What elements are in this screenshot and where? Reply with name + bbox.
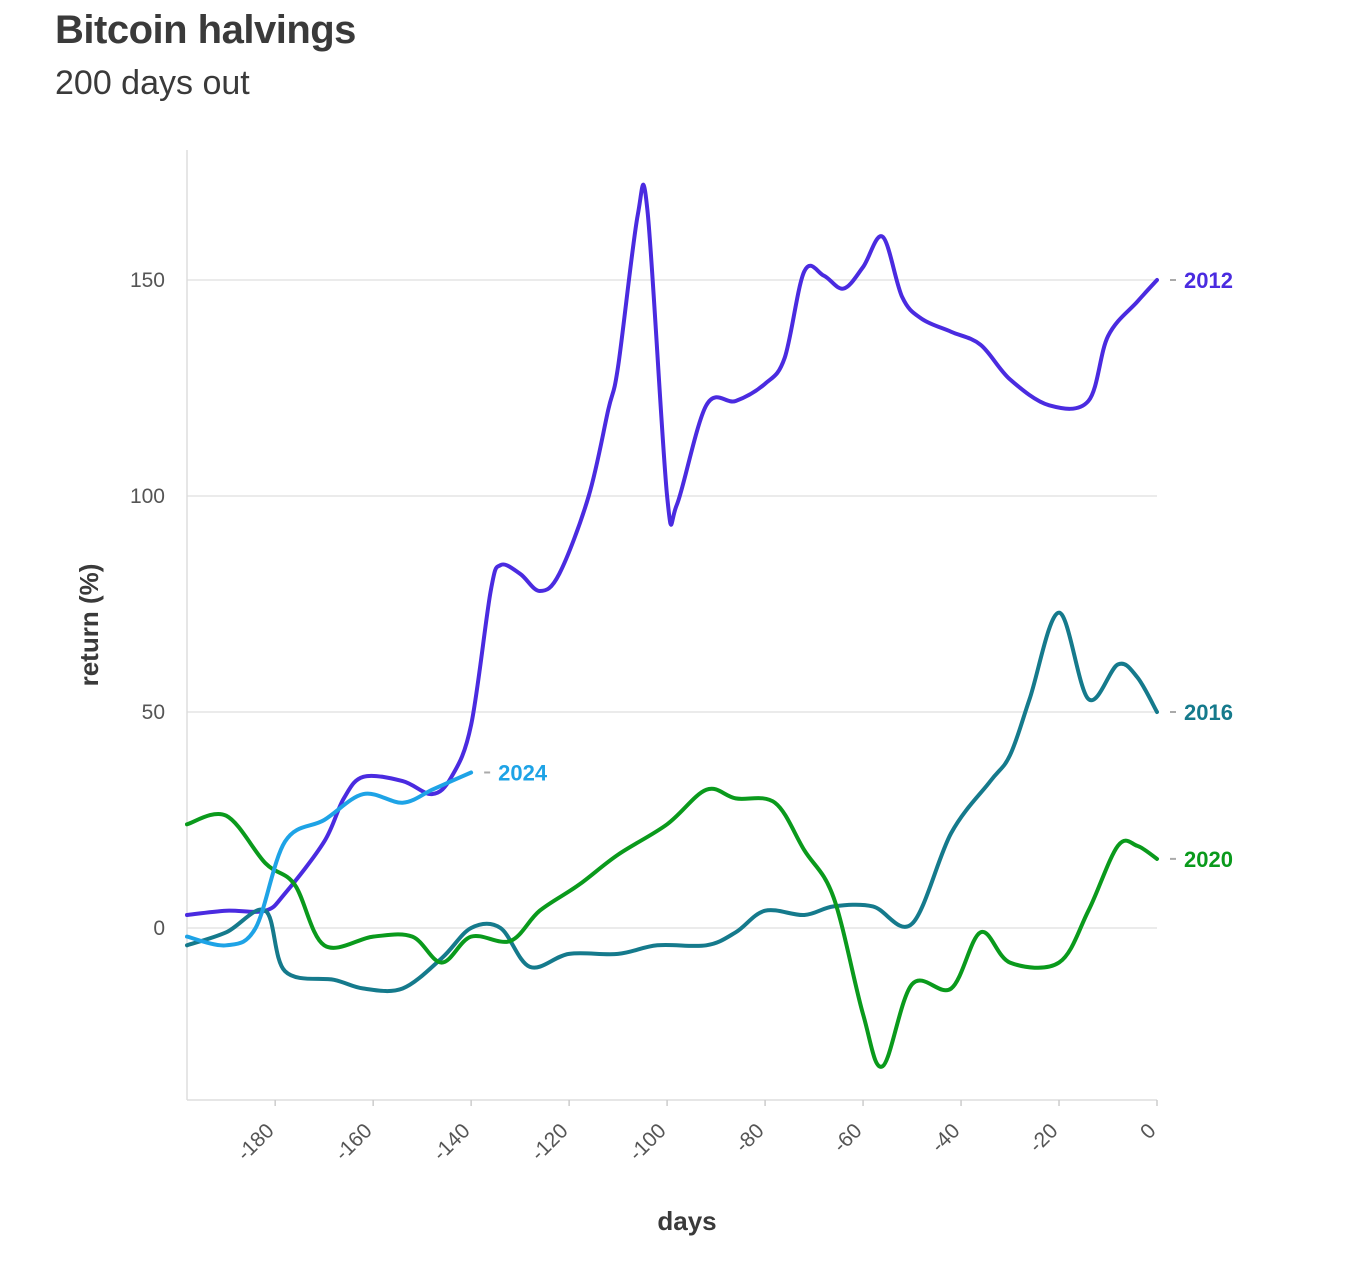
x-tick-label: -100 <box>625 1119 671 1165</box>
series-label-2012: 2012 <box>1184 268 1233 293</box>
series-label-2024: 2024 <box>498 760 548 785</box>
series-label-2016: 2016 <box>1184 700 1233 725</box>
x-tick-label: -20 <box>1025 1119 1063 1157</box>
series-line-2020 <box>185 786 1159 1069</box>
x-tick-label: -140 <box>429 1119 475 1165</box>
x-tick-label: -120 <box>527 1119 573 1165</box>
x-tick-label: -60 <box>829 1119 867 1157</box>
series-line-2024 <box>185 770 474 948</box>
series-labels: 2012 2016 2020 2024 <box>484 268 1233 872</box>
y-tick-label: 50 <box>142 701 165 724</box>
y-axis-title: return (%) <box>74 564 104 687</box>
series-lines <box>185 182 1159 1069</box>
series-line-2012 <box>185 182 1159 917</box>
y-tick-label: 150 <box>130 269 165 292</box>
x-axis-ticks: -180 -160 -140 -120 -100 -80 -60 -40 -20 0 <box>233 1100 1161 1165</box>
x-tick-label: -40 <box>927 1119 965 1157</box>
x-tick-label: -80 <box>731 1119 769 1157</box>
gridlines <box>187 279 1157 929</box>
series-label-2020: 2020 <box>1184 847 1233 872</box>
chart-subtitle: 200 days out <box>55 64 250 102</box>
y-tick-label: 100 <box>130 485 165 508</box>
x-axis-title: days <box>657 1206 716 1236</box>
x-tick-label: -160 <box>331 1119 377 1165</box>
series-line-2016 <box>185 610 1159 994</box>
x-tick-label: -180 <box>233 1119 279 1165</box>
y-axis-ticks: 0 50 100 150 <box>130 269 165 940</box>
chart-title: Bitcoin halvings <box>55 8 356 52</box>
x-tick-label: 0 <box>1136 1119 1161 1144</box>
y-tick-label: 0 <box>153 917 165 940</box>
